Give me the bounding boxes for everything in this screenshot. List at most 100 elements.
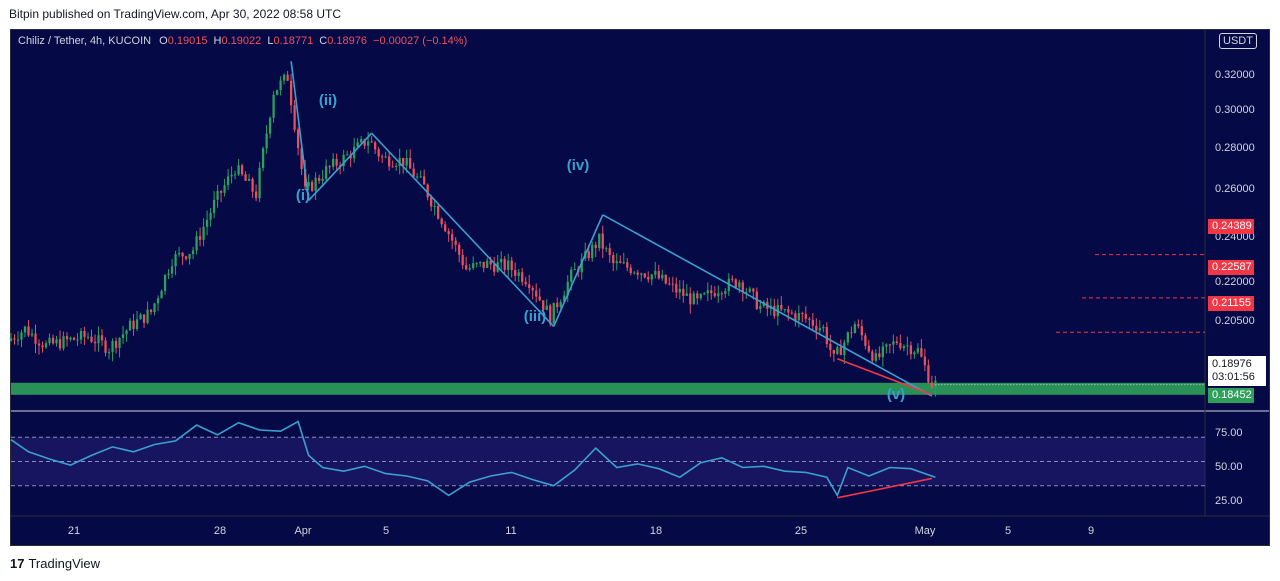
- candle-body: [720, 293, 723, 295]
- candle-body: [514, 270, 517, 276]
- candle-body: [381, 156, 384, 158]
- candle-body: [608, 248, 611, 256]
- candle-body: [615, 261, 618, 264]
- candle-body: [734, 279, 737, 288]
- candle-body: [149, 309, 153, 313]
- wave-line: [371, 132, 555, 327]
- candle-body: [111, 340, 114, 353]
- candle-body: [475, 263, 478, 265]
- time-tick: May: [914, 525, 936, 537]
- candle-body: [479, 261, 482, 264]
- candle-body: [342, 154, 345, 167]
- candle-body: [801, 312, 804, 315]
- candle-body: [233, 174, 237, 176]
- price-tick: 0.30000: [1215, 104, 1255, 116]
- candle-body: [388, 156, 391, 167]
- tradingview-logo[interactable]: 17 TradingView: [10, 556, 101, 571]
- wave-label-i: (i): [295, 187, 311, 204]
- candle-body: [549, 305, 552, 324]
- candle-body: [447, 231, 450, 235]
- candle-body: [790, 312, 793, 314]
- candle-body: [482, 261, 485, 268]
- candle-body: [591, 244, 594, 259]
- candle-body: [163, 275, 167, 291]
- candle-body: [356, 142, 359, 147]
- candle-body: [538, 296, 541, 301]
- candle-body: [184, 256, 188, 259]
- candle-body: [472, 263, 475, 269]
- candle-body: [867, 345, 870, 352]
- price-tick: 0.28000: [1215, 142, 1255, 154]
- candle-body: [710, 290, 713, 294]
- currency-unit-button[interactable]: USDT: [1219, 33, 1257, 49]
- candle-body: [244, 174, 247, 181]
- time-tick: Apr: [294, 525, 312, 537]
- candle-body: [174, 254, 177, 267]
- candle-body: [636, 272, 639, 275]
- candle-body: [752, 288, 755, 292]
- candle-body: [41, 345, 44, 348]
- candle-body: [909, 345, 913, 355]
- candle-body: [128, 320, 132, 331]
- candle-body: [804, 314, 807, 319]
- candle-body: [829, 343, 832, 351]
- candle-body: [489, 260, 492, 265]
- candle-body: [384, 156, 387, 158]
- time-tick: 28: [213, 525, 227, 537]
- candle-body: [433, 205, 436, 207]
- candle-body: [437, 205, 440, 219]
- candle-body: [871, 351, 874, 361]
- candle-body: [324, 166, 328, 179]
- candle-body: [542, 300, 545, 311]
- candle-body: [37, 343, 41, 346]
- candle-body: [531, 287, 534, 291]
- level-tag: 0.22587: [1208, 260, 1254, 275]
- candle-body: [822, 327, 825, 329]
- candle-body: [9, 338, 13, 341]
- candle-body: [661, 274, 664, 279]
- candle-body: [395, 165, 398, 167]
- candle-body: [100, 335, 104, 341]
- candle-body: [566, 281, 569, 296]
- candle-body: [335, 158, 338, 166]
- candle-body: [556, 302, 559, 308]
- candle-body: [216, 190, 219, 200]
- candle-body: [132, 320, 135, 329]
- candle-body: [461, 254, 464, 266]
- candle-body: [76, 339, 79, 341]
- candle-body: [374, 142, 377, 150]
- candle-body: [272, 94, 275, 118]
- candle-body: [580, 258, 583, 273]
- candle-body: [331, 158, 335, 167]
- candle-body: [86, 336, 90, 338]
- candle-body: [93, 341, 97, 344]
- candle-body: [573, 269, 576, 271]
- candle-body: [507, 260, 510, 270]
- price-tick: 0.22000: [1215, 276, 1255, 288]
- candle-body: [16, 339, 20, 341]
- candle-body: [528, 284, 531, 288]
- rsi-tick: 75.00: [1215, 427, 1243, 439]
- candle-body: [160, 290, 163, 299]
- candle-body: [391, 166, 394, 168]
- candle-body: [797, 312, 800, 321]
- candle-body: [146, 309, 149, 323]
- candle-body: [72, 337, 76, 340]
- price-divergence-line: [837, 358, 933, 396]
- wave-label-iv: (iv): [566, 157, 590, 174]
- candle-body: [405, 158, 408, 166]
- candle-body: [892, 341, 895, 345]
- candle-body: [268, 117, 272, 134]
- candle-body: [258, 167, 261, 199]
- candle-body: [654, 271, 657, 275]
- candle-body: [601, 233, 604, 249]
- candle-body: [195, 236, 198, 251]
- candle-body: [167, 273, 170, 276]
- candle-body: [279, 80, 282, 91]
- candle-body: [692, 293, 695, 305]
- candle-body: [629, 267, 632, 274]
- candle-body: [570, 269, 573, 282]
- candle-body: [261, 148, 265, 168]
- high-label: H: [213, 35, 222, 47]
